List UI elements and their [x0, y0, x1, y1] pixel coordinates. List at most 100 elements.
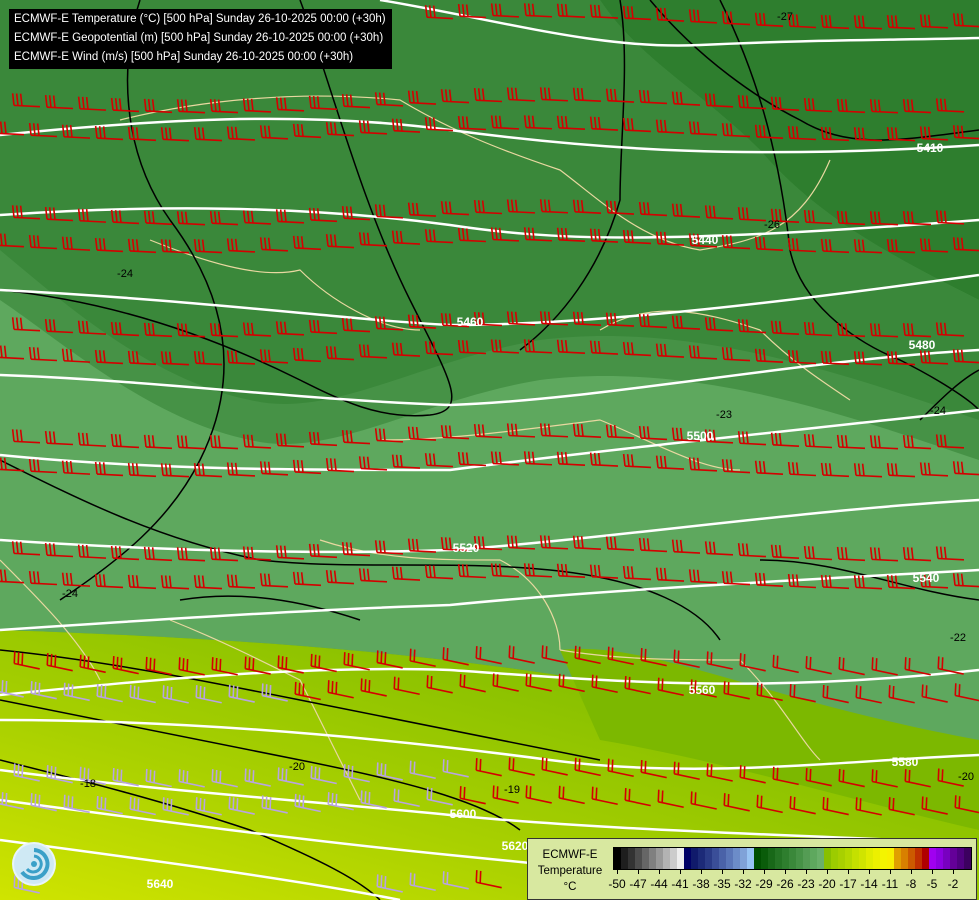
legend-swatch — [929, 848, 936, 869]
legend-swatch — [628, 848, 635, 869]
wind-barb — [440, 425, 470, 440]
wind-barb — [605, 312, 635, 327]
wind-barb — [393, 788, 420, 808]
wind-barb — [44, 94, 74, 110]
wind-barb — [143, 98, 173, 114]
wind-barb — [242, 322, 272, 337]
wind-barb — [459, 674, 486, 693]
legend-swatch — [621, 848, 628, 869]
wind-barb — [853, 463, 883, 478]
wind-barb — [193, 575, 223, 590]
wind-barb — [374, 92, 404, 107]
wind-barb — [44, 318, 74, 334]
legend-ticks: -50 -47 -44 -41 -38 -35 -32 -29 -26 -23 -20 -17 -14-… — [608, 869, 973, 897]
wind-barb — [737, 543, 767, 558]
wind-barb — [226, 238, 256, 253]
legend-unit: °C — [563, 881, 577, 893]
wind-barb — [820, 126, 850, 142]
geopotential-label: 5640 — [147, 877, 174, 891]
wind-barb — [919, 350, 949, 365]
wind-barb — [77, 320, 107, 335]
wind-barb — [737, 95, 767, 110]
wind-barb — [360, 678, 387, 697]
legend-tick-label: -14 — [860, 877, 878, 891]
wind-barb — [525, 785, 552, 804]
legend-tick-label: -17 — [839, 877, 857, 891]
wind-barb — [242, 98, 272, 113]
legend-swatch — [691, 848, 698, 869]
wind-barb — [374, 204, 404, 219]
wind-barb — [327, 792, 354, 811]
wind-barb — [622, 565, 652, 581]
wind-barb — [440, 201, 470, 216]
wind-barb — [44, 430, 74, 446]
wind-barb — [787, 573, 817, 589]
legend-swatch — [831, 848, 838, 869]
legend-tick — [659, 869, 660, 874]
wind-barb — [721, 347, 751, 362]
wind-barb — [820, 462, 850, 478]
wind-barb — [673, 761, 700, 781]
wind-barb — [770, 432, 800, 448]
wind-barb — [30, 793, 57, 812]
legend-swatch — [866, 848, 873, 869]
wind-barb — [869, 435, 899, 450]
wind-barb — [688, 121, 718, 136]
wind-barb — [836, 546, 866, 562]
wind-barb — [624, 676, 651, 695]
wind-barb — [341, 318, 371, 333]
wind-barb — [952, 13, 979, 28]
wind-barb — [655, 567, 685, 582]
legend-swatch — [803, 848, 810, 869]
wind-barb — [673, 649, 700, 669]
wind-barb — [310, 765, 337, 785]
wind-barb — [343, 652, 370, 671]
geopotential-isoline — [0, 568, 979, 632]
wind-barb — [921, 684, 948, 703]
wind-barb — [325, 458, 355, 473]
legend-tick-label: -41 — [671, 877, 689, 891]
legend-swatch — [922, 848, 929, 869]
temperature-field-light — [0, 300, 979, 760]
wind-barb — [209, 99, 239, 114]
wind-barb — [160, 127, 190, 142]
wind-barb — [424, 341, 454, 356]
legend-swatch — [964, 848, 971, 869]
wind-barb — [836, 210, 866, 226]
legend-tick-label: -47 — [629, 877, 647, 891]
wind-barb — [888, 797, 915, 816]
wind-barb — [176, 211, 206, 226]
wind-barb — [63, 794, 90, 814]
wind-barb — [0, 792, 24, 810]
wind-barb — [704, 541, 734, 556]
wind-barb — [869, 323, 899, 338]
wind-barb — [904, 769, 931, 788]
wind-barb — [688, 569, 718, 584]
wind-barb — [442, 647, 469, 666]
wind-barb — [886, 127, 916, 142]
wind-barb — [638, 537, 668, 553]
wind-barb — [690, 679, 717, 698]
wind-barb — [358, 232, 388, 247]
legend-swatch — [950, 848, 957, 869]
wind-barb — [539, 311, 569, 326]
wind-barb — [228, 684, 255, 703]
wind-barb — [622, 341, 652, 357]
geopotential-label: 5600 — [450, 807, 477, 821]
wind-barb — [657, 677, 684, 697]
wind-barb — [805, 768, 832, 787]
legend-swatch — [754, 848, 761, 869]
wind-barb — [424, 453, 454, 468]
wind-barb — [308, 543, 338, 559]
temperature-label: -22 — [950, 632, 966, 644]
legend-swatch — [705, 848, 712, 869]
legend-swatch — [824, 848, 831, 869]
legend-swatch — [845, 848, 852, 869]
wind-barb — [886, 463, 916, 478]
wind-barb — [143, 210, 173, 226]
legend-swatch — [838, 848, 845, 869]
wind-barb — [176, 547, 206, 562]
wind-barb — [195, 797, 222, 816]
wind-barb — [506, 535, 536, 550]
